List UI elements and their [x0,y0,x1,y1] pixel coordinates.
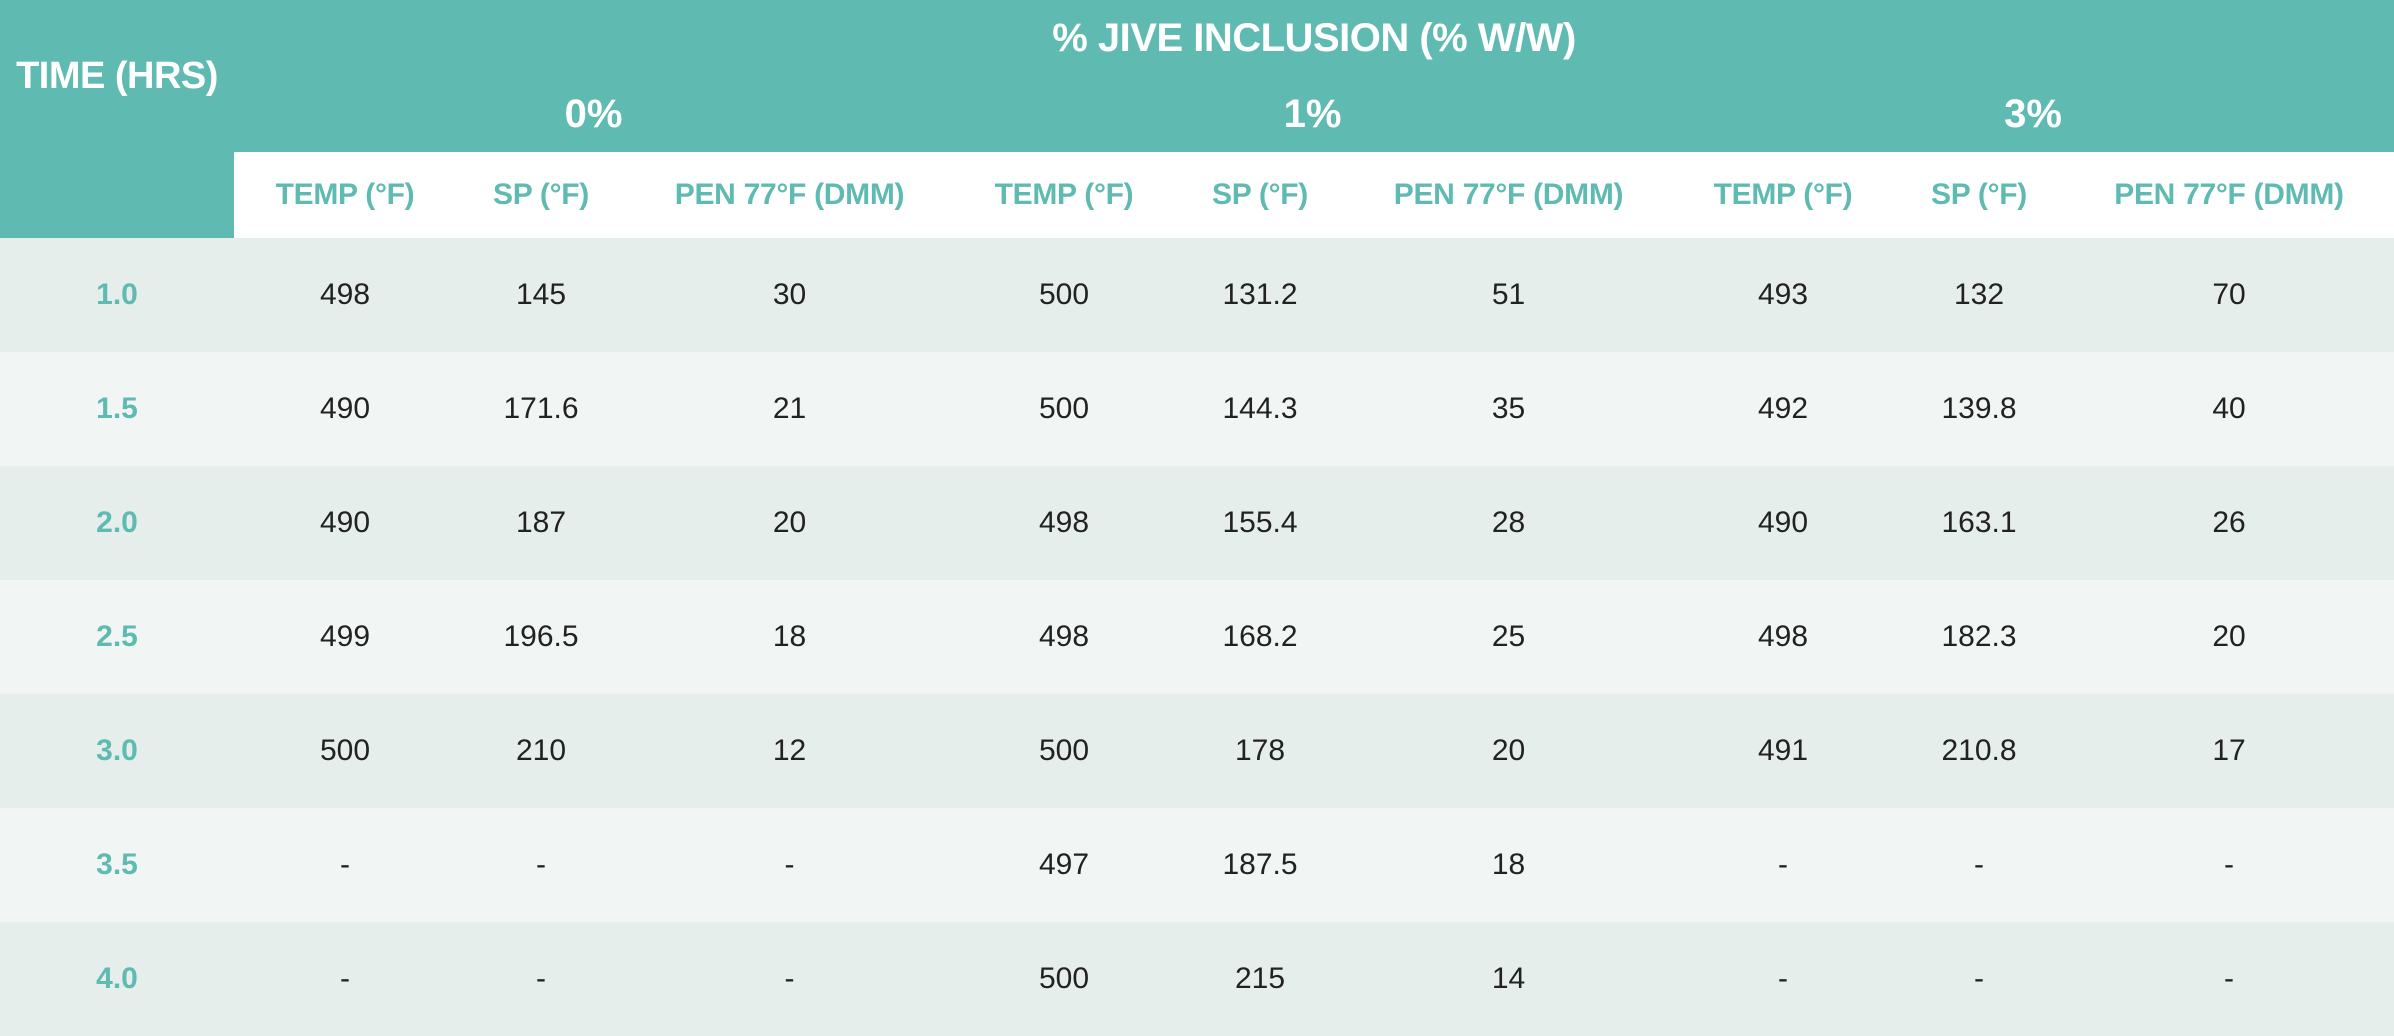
table-row: 2.0 490 187 20 498 155.4 28 490 163.1 26 [0,466,2394,580]
table-cell: 20 [2064,580,2394,694]
table-cell: 490 [234,352,456,466]
table-cell: - [1672,922,1894,1036]
table-row: 4.0 - - - 500 215 14 - - - [0,922,2394,1036]
time-cell: 4.0 [0,922,234,1036]
group-header: 1% [953,76,1672,152]
table-cell: 35 [1345,352,1672,466]
table-cell: 210 [456,694,626,808]
column-header: TEMP (°F) [234,152,456,238]
column-header: TEMP (°F) [953,152,1175,238]
table-cell: 490 [1672,466,1894,580]
table-cell: 18 [626,580,953,694]
table-cell: 155.4 [1175,466,1345,580]
table-cell: 492 [1672,352,1894,466]
table-cell: 196.5 [456,580,626,694]
group-header: 3% [1672,76,2394,152]
table-cell: 500 [953,238,1175,352]
time-cell: 1.5 [0,352,234,466]
table-cell: 497 [953,808,1175,922]
table-cell: 178 [1175,694,1345,808]
table-cell: - [626,922,953,1036]
table-cell: - [1894,808,2064,922]
sub-header-row: TEMP (°F) SP (°F) PEN 77°F (DMM) TEMP (°… [0,152,2394,238]
column-header: SP (°F) [456,152,626,238]
table-cell: - [1894,922,2064,1036]
table-cell: 14 [1345,922,1672,1036]
time-cell: 2.0 [0,466,234,580]
table-cell: 498 [953,580,1175,694]
table-cell: 28 [1345,466,1672,580]
table-cell: - [2064,808,2394,922]
table-cell: 168.2 [1175,580,1345,694]
table-cell: 187 [456,466,626,580]
table-cell: 500 [953,694,1175,808]
table-cell: - [626,808,953,922]
table-cell: - [2064,922,2394,1036]
time-cell: 2.5 [0,580,234,694]
table-cell: 182.3 [1894,580,2064,694]
group-header-row: 0% 1% 3% [0,76,2394,152]
table-cell: 17 [2064,694,2394,808]
table-body: 1.0 498 145 30 500 131.2 51 493 132 70 1… [0,238,2394,1036]
table-cell: 500 [953,352,1175,466]
table-cell: 145 [456,238,626,352]
column-header: TEMP (°F) [1672,152,1894,238]
table-cell: 215 [1175,922,1345,1036]
time-column-header: TIME (HRS) [0,0,234,152]
table-cell: 30 [626,238,953,352]
column-header: SP (°F) [1175,152,1345,238]
column-header: PEN 77°F (DMM) [2064,152,2394,238]
table-cell: 25 [1345,580,1672,694]
time-cell: 3.5 [0,808,234,922]
table-cell: - [456,808,626,922]
table-cell: 26 [2064,466,2394,580]
table-cell: 139.8 [1894,352,2064,466]
table-cell: 187.5 [1175,808,1345,922]
column-header: PEN 77°F (DMM) [1345,152,1672,238]
table-cell: 18 [1345,808,1672,922]
table-cell: 131.2 [1175,238,1345,352]
table-cell: 132 [1894,238,2064,352]
table-row: 1.5 490 171.6 21 500 144.3 35 492 139.8 … [0,352,2394,466]
table-cell: 171.6 [456,352,626,466]
table-cell: 20 [1345,694,1672,808]
column-header: SP (°F) [1894,152,2064,238]
table-cell: 491 [1672,694,1894,808]
table-cell: 20 [626,466,953,580]
table-cell: 498 [1672,580,1894,694]
table-cell: 498 [234,238,456,352]
column-header: PEN 77°F (DMM) [626,152,953,238]
table-cell: 40 [2064,352,2394,466]
table-cell: 163.1 [1894,466,2064,580]
time-cell: 3.0 [0,694,234,808]
table-cell: - [234,922,456,1036]
table-cell: 144.3 [1175,352,1345,466]
table-cell: - [1672,808,1894,922]
table-cell: 500 [953,922,1175,1036]
time-cell: 1.0 [0,238,234,352]
table-cell: 499 [234,580,456,694]
table-cell: 493 [1672,238,1894,352]
table-row: 1.0 498 145 30 500 131.2 51 493 132 70 [0,238,2394,352]
group-header: 0% [234,76,953,152]
table-cell: 21 [626,352,953,466]
table-cell: 70 [2064,238,2394,352]
table-row: 3.5 - - - 497 187.5 18 - - - [0,808,2394,922]
title-row: TIME (HRS) % JIVE INCLUSION (% W/W) [0,0,2394,152]
table-cell: 500 [234,694,456,808]
table-cell: 490 [234,466,456,580]
table-title: % JIVE INCLUSION (% W/W) [234,0,2394,76]
time-header-spacer [0,152,234,238]
table-row: 3.0 500 210 12 500 178 20 491 210.8 17 [0,694,2394,808]
table-cell: - [234,808,456,922]
table-cell: 498 [953,466,1175,580]
table-cell: 51 [1345,238,1672,352]
table-row: 2.5 499 196.5 18 498 168.2 25 498 182.3 … [0,580,2394,694]
table-cell: 12 [626,694,953,808]
table-cell: - [456,922,626,1036]
table-cell: 210.8 [1894,694,2064,808]
